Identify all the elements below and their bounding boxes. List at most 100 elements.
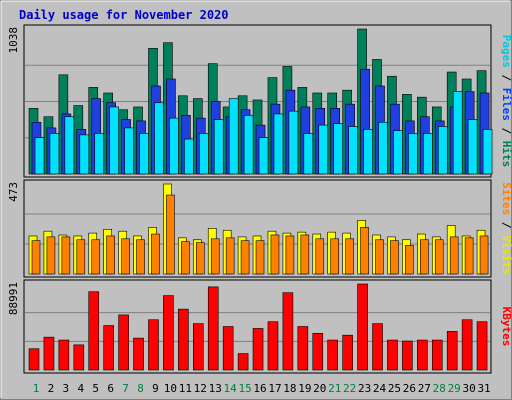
x-tick-label-23: 23 (358, 382, 371, 395)
bar-sites-2 (46, 236, 56, 275)
bar-kbytes-22 (342, 334, 353, 371)
bar-kbytes-14 (222, 326, 234, 371)
bar-sites-31 (479, 235, 489, 275)
x-tick-label-5: 5 (92, 382, 99, 395)
bar-kbytes-30 (461, 319, 473, 371)
bar-kbytes-24 (372, 323, 383, 371)
x-tick-label-22: 22 (343, 382, 356, 395)
bar-pages-7 (124, 127, 134, 175)
bar-pages-2 (49, 133, 60, 175)
bar-pages-30 (467, 119, 478, 175)
ymax-label-visits-sites: 473 (7, 182, 20, 202)
bar-sites-30 (464, 237, 474, 275)
x-tick-label-28: 28 (433, 382, 446, 395)
bar-kbytes-4 (73, 344, 85, 371)
bar-sites-15 (240, 240, 250, 275)
x-tick-label-13: 13 (209, 382, 222, 395)
bar-pages-20 (318, 124, 329, 175)
bar-kbytes-6 (103, 325, 114, 371)
legend-part-visits-sites-1: / (500, 215, 512, 235)
bar-kbytes-3 (58, 339, 70, 371)
bar-sites-5 (91, 239, 101, 275)
bar-pages-24 (378, 122, 388, 175)
bar-kbytes-21 (327, 339, 339, 371)
bar-sites-11 (181, 241, 190, 275)
bar-kbytes-16 (252, 328, 264, 371)
bar-sites-3 (61, 236, 71, 275)
bar-pages-19 (303, 133, 314, 175)
x-tick-label-11: 11 (179, 382, 192, 395)
bar-kbytes-5 (88, 291, 100, 371)
bar-sites-29 (449, 236, 459, 275)
bar-pages-16 (258, 137, 269, 175)
bar-sites-26 (405, 245, 414, 275)
x-tick-label-10: 10 (164, 382, 177, 395)
bar-kbytes-9 (148, 319, 159, 371)
bar-kbytes-25 (387, 339, 398, 371)
bar-pages-29 (452, 91, 463, 175)
bar-sites-18 (285, 235, 295, 275)
bar-kbytes-11 (178, 308, 189, 371)
bar-pages-27 (423, 133, 433, 175)
bar-pages-18 (288, 110, 299, 175)
bar-sites-12 (195, 242, 205, 275)
bar-pages-15 (243, 115, 254, 175)
legend-part-visits-sites-2: Visits (500, 235, 512, 275)
bar-pages-28 (437, 126, 448, 175)
x-tick-label-2: 2 (48, 382, 55, 395)
bar-pages-14 (228, 98, 239, 175)
bar-kbytes-28 (431, 339, 443, 371)
bar-kbytes-17 (267, 321, 279, 371)
x-tick-label-6: 6 (107, 382, 114, 395)
bar-kbytes-20 (312, 332, 324, 371)
bar-kbytes-18 (282, 292, 294, 371)
bar-pages-12 (198, 133, 209, 175)
bar-kbytes-26 (402, 340, 413, 371)
bar-kbytes-23 (357, 283, 368, 371)
x-tick-label-25: 25 (388, 382, 401, 395)
x-tick-label-12: 12 (194, 382, 207, 395)
legend-kbytes: KBytes (500, 307, 512, 347)
x-tick-label-15: 15 (238, 382, 251, 395)
bar-pages-23 (363, 128, 373, 175)
x-tick-label-18: 18 (283, 382, 296, 395)
x-tick-label-7: 7 (122, 382, 129, 395)
x-tick-label-4: 4 (77, 382, 84, 395)
legend-hits-files-pages: Pages / Files / Hits (500, 35, 512, 168)
bar-pages-17 (273, 113, 284, 175)
legend-visits-sites: Sites / Visits (500, 182, 512, 275)
bar-sites-17 (270, 234, 280, 275)
legend-part-hits-files-pages-1: / (500, 68, 512, 88)
bar-sites-14 (225, 237, 235, 275)
x-tick-label-30: 30 (463, 382, 476, 395)
bar-sites-9 (151, 233, 160, 275)
x-tick-label-27: 27 (418, 382, 431, 395)
bar-pages-4 (79, 134, 90, 175)
bar-kbytes-1 (28, 348, 40, 371)
bar-pages-3 (64, 116, 75, 175)
x-tick-label-1: 1 (33, 382, 40, 395)
bar-sites-1 (31, 240, 41, 275)
bar-sites-8 (136, 239, 145, 275)
bar-sites-22 (345, 238, 354, 275)
bar-pages-25 (393, 130, 403, 175)
x-tick-label-24: 24 (373, 382, 387, 395)
bar-sites-25 (390, 240, 399, 275)
ymax-label-kbytes: 88991 (7, 282, 20, 315)
bar-kbytes-27 (417, 339, 428, 371)
bar-kbytes-31 (476, 321, 488, 371)
bar-pages-21 (333, 123, 344, 175)
bar-kbytes-8 (133, 337, 144, 371)
legend-part-hits-files-pages-0: Pages (500, 35, 512, 68)
bar-sites-16 (255, 240, 265, 275)
bar-sites-24 (375, 239, 384, 275)
x-tick-label-19: 19 (298, 382, 311, 395)
bar-sites-28 (434, 239, 444, 275)
bar-pages-5 (94, 133, 105, 175)
legend-part-kbytes-0: KBytes (500, 307, 512, 347)
bar-kbytes-13 (207, 286, 219, 371)
bar-sites-13 (210, 238, 220, 275)
bar-pages-22 (348, 126, 358, 175)
x-tick-label-8: 8 (137, 382, 144, 395)
